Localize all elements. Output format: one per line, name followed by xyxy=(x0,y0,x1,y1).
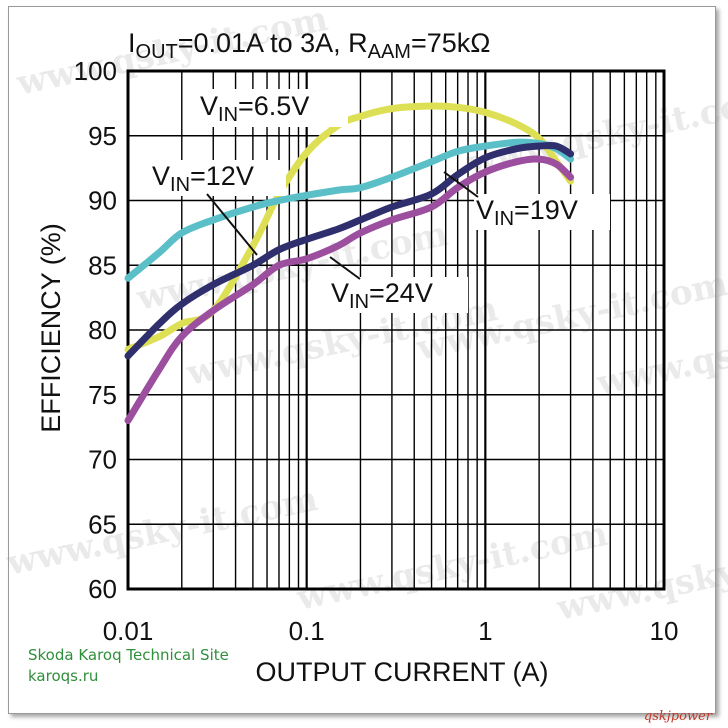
series-line-1 xyxy=(124,138,575,282)
figure-frame xyxy=(8,6,716,714)
x-tick-label: 0.1 xyxy=(289,616,325,646)
y-tick-label: 65 xyxy=(88,509,117,539)
svg-text:VIN=6.5V: VIN=6.5V xyxy=(200,91,309,126)
y-tick-label: 60 xyxy=(88,574,117,604)
series-label-19v: VIN=19V xyxy=(443,171,610,230)
y-tick-label: 70 xyxy=(88,445,117,475)
site-caption-title: Skoda Karoq Technical Site xyxy=(28,646,229,664)
series-line-3 xyxy=(124,155,575,425)
series-lines xyxy=(124,102,575,425)
y-tick-label: 95 xyxy=(88,121,117,151)
watermark-text: www.qsky-it.com xyxy=(3,479,322,584)
y-tick-label: 90 xyxy=(88,186,117,216)
plot-border xyxy=(126,69,666,591)
y-tick-label: 80 xyxy=(88,315,117,345)
series-label-12v: VIN=12V xyxy=(150,160,286,256)
corner-watermark: qskjpower xyxy=(643,709,712,724)
y-tick-label: 85 xyxy=(88,250,117,280)
y-tick-label: 75 xyxy=(88,380,117,410)
site-caption: Skoda Karoq Technical Site karoqs.ru xyxy=(28,645,229,687)
x-tick-label: 0.01 xyxy=(103,616,154,646)
series-label-24v: VIN=24V xyxy=(328,256,468,313)
chart-title: IOUT=0.01A to 3A, RAAM=75kΩ xyxy=(128,28,490,63)
series-line-2 xyxy=(124,141,575,360)
site-caption-url: karoqs.ru xyxy=(28,667,99,685)
y-tick-label: 100 xyxy=(74,56,117,86)
y-axis-label: EFFICIENCY (%) xyxy=(36,223,66,433)
series-label-6.5v: VIN=6.5V xyxy=(198,89,348,127)
tick-labels: 0.01 0.1 1 10 60 65 70 75 80 85 90 95 100 xyxy=(74,56,679,646)
svg-text:VIN=19V: VIN=19V xyxy=(476,195,578,230)
svg-text:VIN=12V: VIN=12V xyxy=(152,161,254,196)
svg-text:VIN=24V: VIN=24V xyxy=(331,278,433,313)
x-axis-label: OUTPUT CURRENT (A) xyxy=(255,657,548,687)
x-tick-label: 10 xyxy=(650,616,679,646)
x-tick-label: 1 xyxy=(478,616,492,646)
